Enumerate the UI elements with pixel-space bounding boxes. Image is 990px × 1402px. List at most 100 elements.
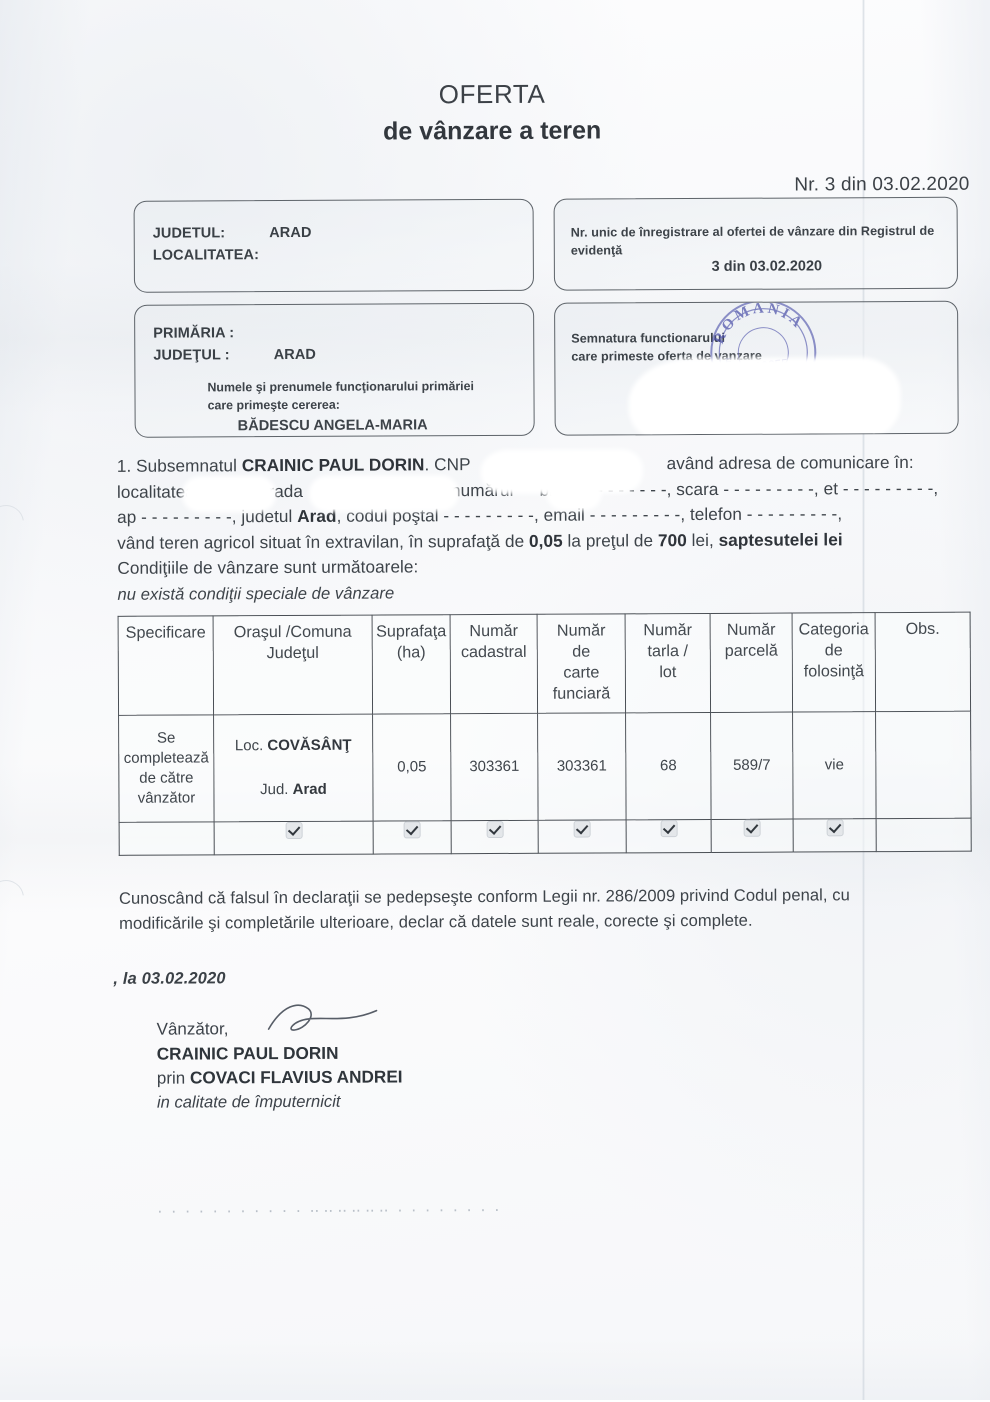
county-field-label: judetul <box>236 505 298 527</box>
checkbox-cell-suprafata[interactable] <box>373 820 452 855</box>
county-prefix: Jud. <box>260 780 293 799</box>
header-carte-funciara: Număr de carte funciară <box>552 621 611 703</box>
cell-specificare-text: Se completează de către vânzător <box>123 729 209 807</box>
header-obs: Obs. <box>905 619 940 638</box>
table-header-cell: Categoria de folosinţă <box>792 612 876 713</box>
signature-capacity-line: in calitate de împuternicit <box>156 1004 403 1114</box>
judetul-label-row: JUDEŢUL : ARAD <box>153 345 316 368</box>
cell-obs-text <box>876 712 971 818</box>
price-label: la preţul de <box>562 529 659 551</box>
primaria-value <box>234 325 278 341</box>
locality-label-row: LOCALITATEA: <box>153 245 312 268</box>
table-header-cell: Obs. <box>875 612 971 712</box>
cell-carte-funciara-text: 303361 <box>556 757 607 775</box>
locality-name: COVĂSÂNŢ <box>267 736 352 755</box>
postal-field: , codul poştal - - - - - - - - -, <box>336 504 539 526</box>
price-in-words: saptesutelei lei <box>718 528 843 550</box>
cell-parcela: 589/7 <box>710 712 794 820</box>
checkbox-cell-locality[interactable] <box>214 821 374 855</box>
land-parcel-table: Specificare Oraşul /Comuna Judeţul Supra… <box>118 612 972 856</box>
cell-obs <box>875 711 972 819</box>
header-tarla-lot: Număr tarla / lot <box>643 621 692 682</box>
primaria-label-row: PRIMĂRIA : <box>153 323 316 346</box>
street-field-label: strada <box>254 480 304 501</box>
locality-prefix: Loc. <box>234 737 268 755</box>
cell-categoria: vie <box>792 711 877 820</box>
clerk-signature-label-line-2: care primeste oferta de vanzare <box>571 348 762 364</box>
signature-agent-line: prin COVACI FLAVIUS ANDREI <box>157 1064 403 1090</box>
clerk-caption: Numele şi prenumele funcţionarului primă… <box>207 378 474 437</box>
agent-prefix: prin <box>156 1068 190 1088</box>
block-field: bloc - - - - - - - - -, <box>539 478 672 500</box>
checkbox-cell-carte-funciara[interactable] <box>538 819 627 854</box>
closing-paragraph: Cunoscând că falsul în declaraţii se ped… <box>119 882 971 936</box>
declaration-line-1: 1. Subsemnatul CRAINIC PAUL DORIN. CNP av… <box>117 450 969 480</box>
cell-tarla-lot-text: 68 <box>659 757 677 775</box>
cell-numar-cadastral: 303361 <box>450 713 539 821</box>
checkbox-cell-tarla-lot[interactable] <box>626 819 712 853</box>
checkbox-icon[interactable] <box>826 819 844 837</box>
price-currency: lei, <box>686 529 719 550</box>
checkbox-icon[interactable] <box>660 820 678 838</box>
signature-capacity: in calitate de împuternicit <box>156 1091 341 1112</box>
declaration-paragraph: 1. Subsemnatul CRAINIC PAUL DORIN. CNP av… <box>117 450 970 607</box>
land-description-prefix: vând teren agricol situat în extravilan,… <box>117 530 530 553</box>
county-value: ARAD <box>269 224 312 242</box>
cell-locality: Loc. COVĂSÂNŢ Jud. Arad <box>213 714 374 822</box>
cell-suprafata: 0,05 <box>372 713 452 822</box>
table-header-cell: Specificare <box>118 615 214 716</box>
county-name: Arad <box>292 780 327 798</box>
floor-field: et - - - - - - - - -, <box>823 477 939 498</box>
signature-block: Vânzător, CRAINIC PAUL DORIN prin COVACI… <box>156 1004 403 1114</box>
cell-specificare: Se completează de către vânzător <box>118 714 215 823</box>
declaration-line-3: ap - - - - - - - - -, judetul Arad, codu… <box>117 501 969 531</box>
declaration-line-4: vând teren agricol situat în extravilan,… <box>117 526 969 556</box>
registry-number-box: Nr. unic de înregistrare al ofertei de v… <box>553 196 958 291</box>
clerk-name: BĂDESCU ANGELA-MARIA <box>237 417 428 435</box>
signature-dotted-line-right: . . . . . . . . . . . . . . <box>314 1195 502 1216</box>
stair-field: scara - - - - - - - - -, <box>676 477 819 499</box>
checkbox-icon[interactable] <box>486 821 504 839</box>
checkbox-cell-numar-cadastral[interactable] <box>451 820 539 854</box>
primaria-label: PRIMĂRIA : <box>153 325 235 342</box>
header-specificare: Specificare <box>125 623 206 642</box>
signature-seller-name: CRAINIC PAUL DORIN <box>156 1042 339 1064</box>
registry-number-label: Nr. unic de înregistrare al ofertei de v… <box>570 223 935 258</box>
locality-label: LOCALITATEA: <box>152 246 260 264</box>
declaration-seller-name: CRAINIC PAUL DORIN <box>241 454 425 476</box>
redaction-whiteout-signature <box>633 362 896 436</box>
closing-line-1: Cunoscând că falsul în declaraţii se ped… <box>118 885 850 908</box>
cell-parcela-text: 589/7 <box>732 756 771 774</box>
table-header-cell: Număr parcelă <box>710 613 793 713</box>
county-label-row: JUDETUL: ARAD <box>153 223 312 246</box>
checkbox-icon[interactable] <box>743 819 761 838</box>
table-header-cell: Număr tarla / lot <box>625 613 711 713</box>
email-field: email - - - - - - - - -, <box>538 504 686 525</box>
cell-numar-cadastral-text: 303361 <box>469 757 520 776</box>
checkbox-icon[interactable] <box>573 820 591 838</box>
number-field-label: numărul <box>450 479 514 500</box>
land-area-value: 0,05 <box>528 530 563 551</box>
checkbox-cell-obs <box>876 818 972 852</box>
city-hall-box: PRIMĂRIA : JUDEŢUL : ARAD Numele şi prenu… <box>134 302 535 438</box>
clerk-caption-line-1: Numele şi prenumele funcţionarului primă… <box>207 379 474 395</box>
cell-categoria-text: vie <box>824 756 844 774</box>
header-categoria-folosinta: Categoria de folosinţă <box>798 620 869 681</box>
cell-locality-line: Loc. COVĂSÂNŢ <box>235 737 352 756</box>
signature-role-label: Vânzător, <box>156 1019 229 1039</box>
header-orasul-comuna: Oraşul /Comuna Judeţul <box>233 622 352 663</box>
cell-county-line: Jud. Arad <box>260 781 327 799</box>
checkbox-icon[interactable] <box>285 822 303 840</box>
registration-number-top: Nr. 3 din 03.02.2020 <box>794 173 970 196</box>
judetul-label: JUDEŢUL : <box>153 347 230 364</box>
price-value: 700 <box>657 529 687 550</box>
clerk-caption-line-2: care primeşte cererea: <box>207 397 340 413</box>
checkbox-cell-categoria[interactable] <box>793 818 877 853</box>
checkbox-icon[interactable] <box>403 821 421 839</box>
judetul-value: ARAD <box>273 346 317 363</box>
county-label: JUDETUL: <box>152 225 226 242</box>
checkbox-cell-parcela[interactable] <box>711 819 794 853</box>
county-locality-box: JUDETUL: ARAD LOCALITATEA: <box>133 198 535 293</box>
agent-name: COVACI FLAVIUS ANDREI <box>189 1066 403 1088</box>
